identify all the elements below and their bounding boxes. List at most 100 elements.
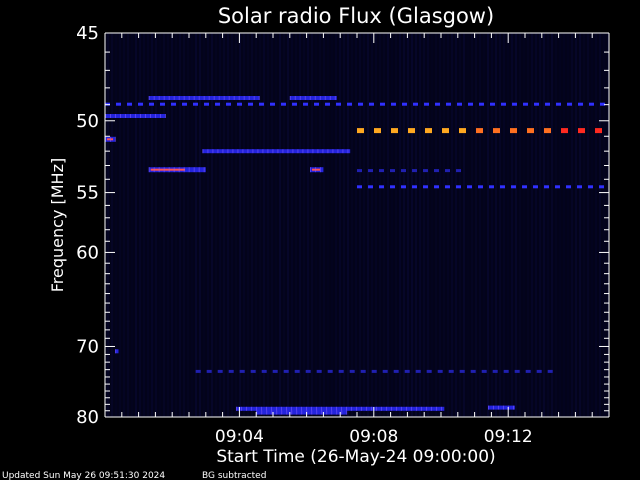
noise-streak [331,33,333,417]
emission-band-texture [346,410,348,415]
emission-dash [382,369,388,373]
emission-band-texture [160,114,161,118]
emission-dash [413,102,418,106]
emission-band-texture [153,167,155,173]
noise-streak [219,33,221,417]
noise-streak [119,33,121,417]
noise-streak [391,33,393,417]
emission-dash [544,185,549,189]
emission-band-texture [287,149,289,154]
emission-dash [501,102,506,106]
emission-dash [336,102,341,106]
chart-title: Solar radio Flux (Glasgow) [218,4,494,28]
emission-dash [138,102,143,106]
noise-streak [387,33,389,417]
emission-band-texture [120,114,121,118]
emission-band-texture [331,410,333,415]
emission-band-texture [321,406,322,411]
noise-streak [315,33,317,417]
emission-dash [490,102,495,106]
emission-band-texture [178,96,180,100]
emission-band-texture [314,96,316,100]
emission-dash [566,185,571,189]
emission-dash [533,185,538,189]
emission-band-texture [198,167,200,173]
noise-streak [543,33,545,417]
emission-band-texture [302,149,304,154]
emission-dash [369,102,374,106]
emission-dash [503,369,509,373]
emission-band [148,167,206,173]
emission-band [236,406,445,411]
emission-dash [314,102,319,106]
emission-band-texture [148,167,150,173]
noise-streak [419,33,421,417]
noise-streak [451,33,453,417]
noise-streak [303,33,305,417]
emission-dash [292,102,297,106]
emission-band-texture [150,114,151,118]
emission-band-texture [252,149,254,154]
emission-dash [149,102,154,106]
emission-band-texture [261,406,262,411]
emission-dash [127,102,132,106]
noise-streak [291,33,293,417]
emission-dash [116,102,121,106]
noise-streak [299,33,301,417]
emission-dash [412,185,417,189]
emission-band-texture [257,149,259,154]
emission-band-texture [292,149,294,154]
emission-band-texture [329,96,331,100]
noise-streak [547,33,549,417]
emission-dash [512,102,517,106]
noise-streak [439,33,441,417]
emission-dash [327,369,333,373]
emission-dash [379,169,384,173]
emission-dash [467,185,472,189]
emission-band-texture [253,96,255,100]
emission-band-texture [416,406,417,411]
noise-streak [539,33,541,417]
noise-streak [523,33,525,417]
noise-streak [223,33,225,417]
emission-band-texture [207,149,209,154]
noise-streak [507,33,509,417]
emission-band-texture [326,410,328,415]
emission-band-texture [163,96,165,100]
plot-area [105,33,609,417]
noise-streak [551,33,553,417]
noise-streak [243,33,245,417]
noise-streak [479,33,481,417]
emission-dash [357,185,362,189]
emission-band-texture [276,410,278,415]
noise-streak [275,33,277,417]
emission-band-texture [130,114,131,118]
emission-band-texture [110,136,111,142]
emission-dash [588,185,593,189]
emission-band-texture [332,149,334,154]
emission-dash [456,169,461,173]
emission-dash [390,185,395,189]
x-tick-label: 09:12 [484,427,533,447]
emission-band-texture [233,96,235,100]
emission-band-texture [291,410,293,415]
emission-band-texture [324,96,326,100]
emission-band-texture [331,406,332,411]
emission-features [105,96,605,415]
noise-streak [327,33,329,417]
emission-band-texture [271,406,272,411]
noise-streak [231,33,233,417]
emission-band-texture [337,149,339,154]
noise-streak [203,33,205,417]
emission-band-texture [168,96,170,100]
emission-dash [489,185,494,189]
emission-band-texture [346,406,347,411]
emission-dash [544,128,551,134]
emission-dash [259,102,264,106]
noise-streak [343,33,345,417]
noise-streak [423,33,425,417]
emission-dash [248,102,253,106]
emission-dash [357,169,362,173]
emission-band-texture [386,406,387,411]
emission-dash [510,128,517,134]
